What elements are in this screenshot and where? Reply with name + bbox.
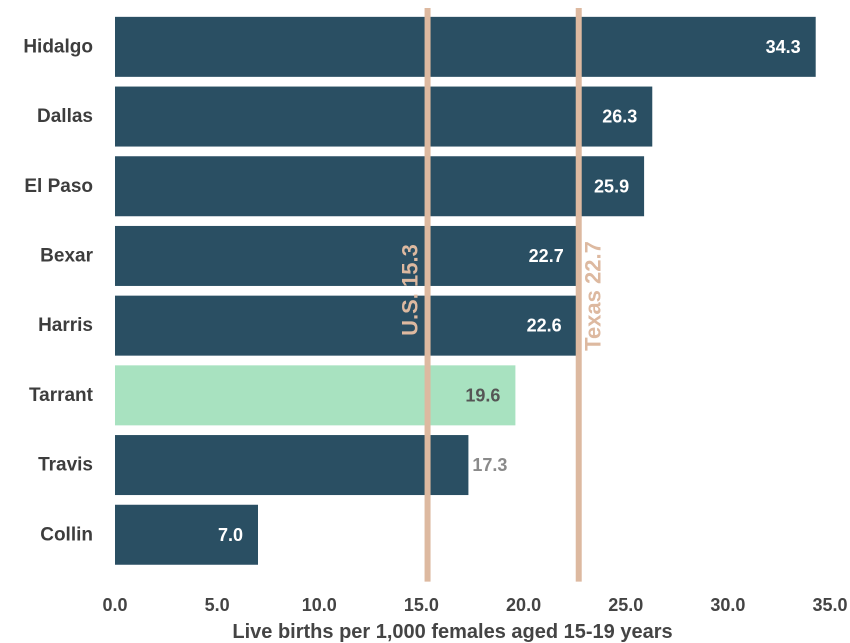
bars-layer — [115, 16, 816, 565]
value-labels-layer: 34.3 26.3 25.9 22.7 22.6 19.6 17.3 7.0 — [218, 37, 801, 545]
bar-collin — [115, 504, 258, 565]
bar-bexar — [115, 225, 579, 286]
value-label-hidalgo: 34.3 — [766, 37, 801, 57]
x-tick-label: 35.0 — [812, 595, 847, 615]
reference-lines-layer: U.S. 15.3 Texas 22.7 — [398, 8, 606, 582]
x-axis-ticks-layer: 0.0 5.0 10.0 15.0 20.0 25.0 30.0 35.0 — [102, 595, 847, 615]
category-label-tarrant: Tarrant — [29, 385, 94, 406]
category-labels-layer: Hidalgo Dallas El Paso Bexar Harris Tarrant Tr… — [23, 36, 93, 545]
x-tick-label: 0.0 — [102, 595, 127, 615]
x-tick-label: 5.0 — [205, 595, 230, 615]
x-tick-label: 30.0 — [710, 595, 745, 615]
bar-harris — [115, 295, 577, 356]
bar-tarrant — [115, 365, 516, 426]
bar-travis — [115, 435, 469, 496]
bar-hidalgo — [115, 16, 816, 77]
x-tick-label: 25.0 — [608, 595, 643, 615]
category-label-harris: Harris — [38, 315, 93, 336]
value-label-el-paso: 25.9 — [594, 176, 629, 196]
category-label-hidalgo: Hidalgo — [23, 36, 93, 57]
value-label-harris: 22.6 — [527, 316, 562, 336]
category-label-travis: Travis — [38, 455, 93, 476]
value-label-bexar: 22.7 — [529, 246, 564, 266]
bar-dallas — [115, 86, 653, 147]
reference-label-texas: Texas 22.7 — [581, 241, 606, 351]
value-label-dallas: 26.3 — [602, 107, 637, 127]
bar-el-paso — [115, 156, 645, 217]
x-tick-label: 15.0 — [404, 595, 439, 615]
category-label-el-paso: El Paso — [24, 176, 93, 197]
value-label-travis: 17.3 — [472, 455, 507, 475]
category-label-bexar: Bexar — [40, 245, 93, 266]
x-axis-title: Live births per 1,000 females aged 15-19… — [232, 621, 672, 643]
x-tick-label: 10.0 — [302, 595, 337, 615]
category-label-collin: Collin — [40, 524, 93, 545]
category-label-dallas: Dallas — [37, 106, 93, 127]
value-label-tarrant: 19.6 — [465, 385, 500, 405]
value-label-collin: 7.0 — [218, 525, 243, 545]
x-tick-label: 20.0 — [506, 595, 541, 615]
reference-label-us: U.S. 15.3 — [398, 244, 423, 336]
